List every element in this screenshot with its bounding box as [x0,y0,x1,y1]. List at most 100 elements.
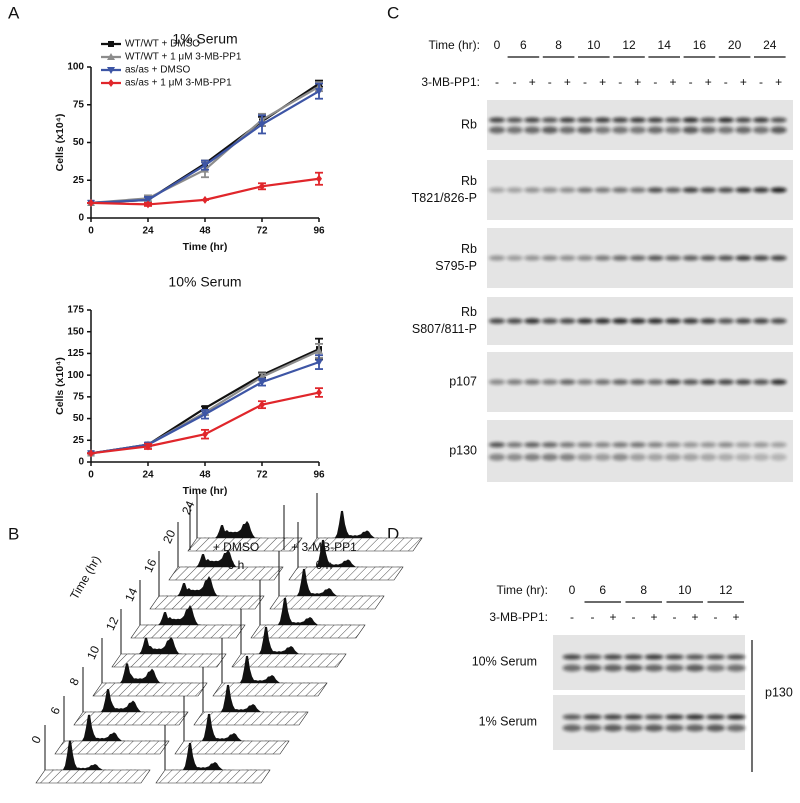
band [576,442,594,448]
histogram [184,713,289,741]
time-label: 0 [28,733,44,745]
band [559,318,576,324]
band [752,453,770,461]
time-label: 8 [640,583,647,597]
legend-marker [108,79,114,87]
band [700,187,717,193]
band [624,714,643,720]
band [682,255,699,261]
band [664,379,682,385]
histogram [203,684,308,712]
treatment-sign: + [599,75,606,89]
legend-label: WT/WT + DMSO [125,39,200,50]
band [559,126,576,134]
blot-label: 10% Serum [472,654,537,668]
band [488,379,506,385]
band [682,187,699,193]
band [644,654,664,660]
y-tick-label: 175 [67,305,84,316]
band [624,654,643,660]
time-label: 16 [693,38,707,52]
x-tick-label: 24 [142,470,154,481]
band [629,187,646,193]
band [752,117,770,123]
band [647,187,664,193]
histogram-floor [111,653,227,668]
marker [144,196,152,204]
x-axis-label: Time (hr) [183,241,228,253]
band [629,318,646,324]
band [576,453,594,461]
band [541,126,558,134]
protein-label: p130 [765,685,793,699]
band [603,724,623,732]
band [682,318,699,324]
time-axis-label: Time (hr) [67,553,103,602]
treatment-sign: + [732,610,739,624]
band [770,126,787,134]
band [612,379,629,385]
band [524,442,541,448]
histogram-floor [35,769,151,784]
condition-time: 0 h [228,558,245,572]
x-axis-label: Time (hr) [183,485,228,497]
treatment-sign: - [583,75,587,89]
band [726,724,746,732]
time-label: 0 [569,583,576,597]
chart-title: 1% Serum [172,31,237,47]
legend-label: WT/WT + 1 μM 3-MB-PP1 [125,52,242,63]
band [488,318,506,324]
band [706,724,725,732]
x-tick-label: 96 [313,226,325,237]
time-label: 12 [622,38,636,52]
y-tick-label: 150 [67,326,84,337]
band [562,664,582,672]
band [524,187,541,193]
band [685,664,705,672]
treatment-sign: - [759,75,763,89]
band [594,187,611,193]
band [559,117,576,123]
band [541,453,558,461]
band [488,187,506,193]
treatment-sign: + [775,75,782,89]
blot-label: p130 [449,443,477,457]
band [559,453,576,461]
band [629,379,646,385]
histogram [178,549,283,567]
y-tick-label: 50 [73,137,85,148]
legend-marker [107,67,115,74]
band [700,117,717,123]
band [647,453,664,461]
band [506,117,523,123]
y-tick-label: 25 [73,175,85,186]
panel-letter: C [387,3,399,22]
x-tick-label: 72 [256,470,268,481]
treatment-sign: + [529,75,536,89]
band [624,664,643,672]
band [770,442,787,448]
marker [316,174,322,183]
panel-letter: A [8,3,20,22]
band [583,724,602,732]
band [612,453,629,461]
marker [315,88,323,96]
treatment-header: 3-MB-PP1: [489,610,548,624]
band [506,442,523,448]
histogram [317,510,422,538]
band [752,126,770,134]
band [629,453,646,461]
band [770,379,787,385]
band [717,453,734,461]
band [562,714,582,720]
y-tick-label: 25 [73,435,85,446]
band [717,318,734,324]
condition-label: + DMSO [213,540,259,554]
condition-time: 0 h [316,558,333,572]
time-label: 12 [719,583,733,597]
treatment-sign: + [564,75,571,89]
time-label: 16 [141,556,159,574]
band [664,453,682,461]
series-line [90,85,320,204]
